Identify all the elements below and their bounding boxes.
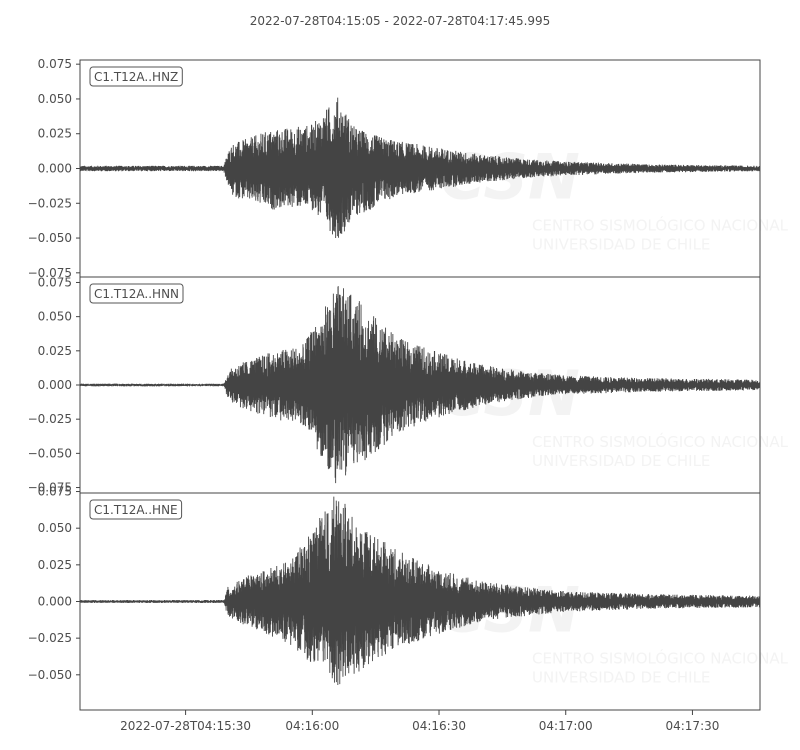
- y-tick-label: −0.050: [28, 668, 72, 682]
- channel-label-box: [89, 66, 183, 87]
- channel-label: C1.T12A..HNN: [89, 283, 184, 304]
- x-tick-label: 2022-07-28T04:15:30: [120, 719, 251, 733]
- y-tick-label: 0.000: [38, 162, 72, 176]
- watermark-line1: CENTRO SISMOLÓGICO NACIONAL: [532, 216, 789, 235]
- waveform-trace: [80, 97, 760, 238]
- y-tick-label: −0.075: [28, 481, 72, 495]
- y-tick-label: −0.050: [28, 231, 72, 245]
- y-tick-label: −0.025: [28, 631, 72, 645]
- waveform-trace: [80, 496, 760, 685]
- y-tick-label: 0.000: [38, 378, 72, 392]
- y-tick-label: 0.025: [38, 127, 72, 141]
- y-tick-label: 0.075: [38, 57, 72, 71]
- waveform-trace: [80, 286, 760, 484]
- y-tick-label: 0.050: [38, 92, 72, 106]
- y-tick-label: 0.025: [38, 558, 72, 572]
- x-tick-label: 04:17:30: [665, 719, 719, 733]
- x-tick-label: 04:17:00: [539, 719, 593, 733]
- y-tick-label: −0.075: [28, 266, 72, 280]
- x-tick-label: 04:16:30: [412, 719, 466, 733]
- y-tick-label: −0.025: [28, 412, 72, 426]
- channel-label: C1.T12A..HNZ: [89, 66, 183, 87]
- channel-label-text: C1.T12A..HNZ: [94, 70, 178, 84]
- y-tick-label: −0.050: [28, 446, 72, 460]
- y-tick-label: 0.000: [38, 595, 72, 609]
- x-axis: 2022-07-28T04:15:30 04:16:00 04:16:30 04:17…: [120, 710, 719, 733]
- y-tick-label: 0.075: [38, 485, 72, 499]
- channel-label-text: C1.T12A..HNE: [94, 503, 178, 517]
- y-tick-label: 0.050: [38, 310, 72, 324]
- watermark-line1: CENTRO SISMOLÓGICO NACIONAL: [532, 649, 789, 668]
- watermark-line1: CENTRO SISMOLÓGICO NACIONAL: [532, 432, 789, 451]
- watermark-line2: UNIVERSIDAD DE CHILE: [532, 236, 710, 254]
- channel-label-box: [89, 499, 183, 520]
- x-tick-label: 04:16:00: [285, 719, 339, 733]
- watermark-line2: UNIVERSIDAD DE CHILE: [532, 669, 710, 687]
- chart-title: 2022-07-28T04:15:05 - 2022-07-28T04:17:4…: [250, 14, 551, 28]
- channel-label: C1.T12A..HNE: [89, 499, 183, 520]
- y-tick-label: 0.075: [38, 275, 72, 289]
- y-tick-label: 0.025: [38, 344, 72, 358]
- channel-label-text: C1.T12A..HNN: [94, 287, 179, 301]
- watermark-line2: UNIVERSIDAD DE CHILE: [532, 452, 710, 470]
- channel-label-box: [89, 283, 184, 304]
- y-tick-label: −0.025: [28, 196, 72, 210]
- y-tick-label: 0.050: [38, 521, 72, 535]
